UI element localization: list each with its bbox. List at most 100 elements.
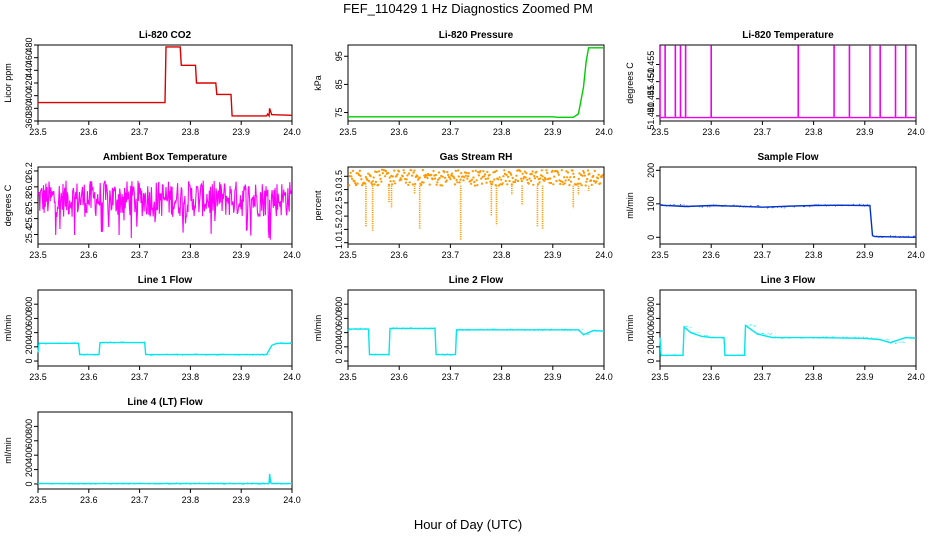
x-tick-label: 23.7 <box>131 127 149 137</box>
x-tick-label: 23.9 <box>544 372 562 382</box>
y-axis-label: ml/min <box>625 315 635 342</box>
y-tick-label: 400 <box>24 88 34 103</box>
y-tick-label: 51.445 <box>646 85 656 113</box>
x-tick-label: 23.5 <box>29 250 47 260</box>
y-tick-label: 200 <box>334 339 344 354</box>
y-tick-label: 0 <box>24 481 34 486</box>
x-tick-label: 23.5 <box>651 372 669 382</box>
x-tick-label: 23.7 <box>754 250 772 260</box>
y-tick-label: 200 <box>646 339 656 354</box>
y-tick-label: 26.0 <box>24 178 34 196</box>
y-tick-label: 400 <box>24 448 34 463</box>
y-tick-label: 1.5 <box>334 223 344 236</box>
x-tick-label: 23.8 <box>182 127 200 137</box>
y-tick-label: 51.450 <box>646 68 656 96</box>
y-tick-label: 200 <box>24 339 34 354</box>
x-tick-label: 23.8 <box>805 250 823 260</box>
series-line <box>38 473 292 485</box>
x-tick-label: 23.7 <box>131 250 149 260</box>
x-tick-label: 23.9 <box>856 372 874 382</box>
series-line <box>38 46 293 118</box>
y-tick-label: 3.0 <box>334 183 344 196</box>
x-tick-label: 24.0 <box>595 250 613 260</box>
panel-title: Sample Flow <box>757 152 818 163</box>
y-tick-label: 600 <box>646 311 656 326</box>
series-line <box>347 327 605 356</box>
series-noise <box>38 341 292 356</box>
y-tick-label: 800 <box>646 297 656 312</box>
plot-frame <box>347 289 605 367</box>
panel-title: Line 2 Flow <box>449 275 504 286</box>
x-tick-label: 23.8 <box>182 372 200 382</box>
x-tick-label: 23.6 <box>80 127 98 137</box>
panel-2: Li-820 Pressure 23.5 23.6 23.7 23.8 23.9 24.0 7… <box>313 30 613 137</box>
x-tick-label: 24.0 <box>595 127 613 137</box>
y-tick-label: 400 <box>24 325 34 340</box>
x-tick-label: 23.7 <box>754 127 772 137</box>
y-tick-label: 420 <box>24 75 34 90</box>
page-title: FEF_110429 1 Hz Diagnostics Zoomed PM <box>343 1 593 16</box>
y-axis-label: ml/min <box>3 437 13 464</box>
y-tick-label: 26.2 <box>24 162 34 180</box>
x-tick-label: 23.8 <box>493 250 511 260</box>
y-axis-label: Licor ppm <box>3 63 13 103</box>
y-tick-label: 0 <box>646 359 656 364</box>
series-line <box>37 341 292 356</box>
y-tick-label: 75 <box>334 108 344 118</box>
x-tick-label: 23.5 <box>339 250 357 260</box>
y-tick-label: 600 <box>334 311 344 326</box>
y-tick-label: 25.6 <box>24 210 34 228</box>
y-tick-label: 360 <box>24 113 34 128</box>
panel-title: Line 3 Flow <box>761 275 816 286</box>
x-tick-label: 24.0 <box>283 127 301 137</box>
x-tick-label: 23.6 <box>80 495 98 505</box>
x-tick-label: 23.7 <box>442 250 460 260</box>
panel-title: Line 4 (LT) Flow <box>127 397 203 408</box>
x-tick-label: 23.7 <box>442 372 460 382</box>
x-tick-label: 24.0 <box>907 372 925 382</box>
x-tick-label: 23.7 <box>131 372 149 382</box>
x-tick-label: 23.5 <box>339 372 357 382</box>
y-axis-label: percent <box>313 190 323 221</box>
series-line <box>37 180 293 240</box>
y-tick-label: 800 <box>334 297 344 312</box>
y-tick-label: 100 <box>646 196 656 211</box>
y-tick-label: 51.455 <box>646 51 656 79</box>
y-tick-label: 2.0 <box>334 210 344 223</box>
x-tick-label: 23.8 <box>493 127 511 137</box>
x-tick-label: 23.8 <box>182 250 200 260</box>
x-tick-label: 23.6 <box>390 127 408 137</box>
plot-frame <box>347 44 605 122</box>
x-tick-label: 23.6 <box>702 127 720 137</box>
x-tick-label: 23.6 <box>702 372 720 382</box>
x-tick-label: 23.6 <box>390 372 408 382</box>
y-axis-label: ml/min <box>313 315 323 342</box>
x-tick-label: 23.5 <box>339 127 357 137</box>
x-tick-label: 23.5 <box>29 495 47 505</box>
x-tick-label: 23.7 <box>442 127 460 137</box>
x-tick-label: 24.0 <box>907 250 925 260</box>
panel-10: Line 4 (LT) Flow 23.5 23.6 23.7 23.8 23.9 24.0… <box>3 397 301 505</box>
panel-title: Ambient Box Temperature <box>103 152 228 163</box>
x-tick-label: 24.0 <box>283 495 301 505</box>
x-tick-label: 23.9 <box>856 127 874 137</box>
y-tick-label: 0 <box>334 359 344 364</box>
x-tick-label: 23.5 <box>651 250 669 260</box>
x-tick-label: 24.0 <box>595 372 613 382</box>
x-tick-label: 23.5 <box>29 372 47 382</box>
y-axis-label: ml/min <box>625 192 635 219</box>
x-tick-label: 23.5 <box>29 127 47 137</box>
y-tick-label: 200 <box>24 462 34 477</box>
panel-title: Line 1 Flow <box>138 275 193 286</box>
y-tick-label: 440 <box>24 63 34 78</box>
x-tick-label: 23.9 <box>856 250 874 260</box>
y-tick-label: 1.0 <box>334 236 344 249</box>
x-tick-label: 23.6 <box>390 250 408 260</box>
series-noise <box>660 324 916 357</box>
x-tick-label: 23.9 <box>544 250 562 260</box>
y-tick-label: 460 <box>24 50 34 65</box>
x-tick-label: 23.5 <box>651 127 669 137</box>
x-tick-label: 23.8 <box>493 372 511 382</box>
y-tick-label: 3.5 <box>334 170 344 183</box>
